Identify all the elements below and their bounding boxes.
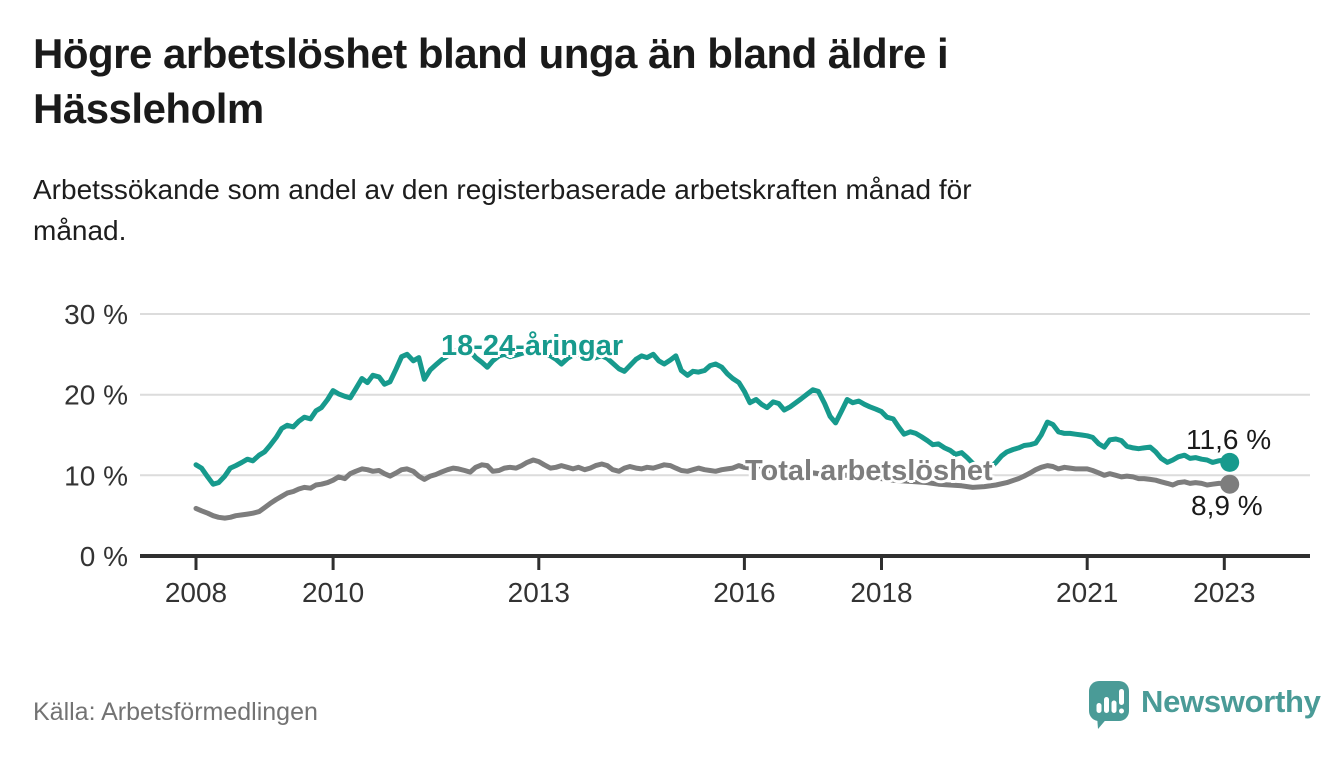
y-tick-label: 0 % xyxy=(80,541,128,572)
chart-subtitle-line1: Arbetssökande som andel av den registerb… xyxy=(33,174,972,205)
page-title-line1: Högre arbetslöshet bland unga än bland ä… xyxy=(33,30,949,77)
x-tick-label: 2016 xyxy=(713,577,775,608)
y-tick-label: 30 % xyxy=(64,299,128,330)
line-chart-plot: 2008 2010 2013 2016 2018 2021 2023 0 % 10 % 20 % 3… xyxy=(64,299,1310,608)
x-tick-label: 2008 xyxy=(165,577,227,608)
chart-subtitle: Arbetssökande som andel av den registerb… xyxy=(33,169,1253,251)
x-tick-label: 2021 xyxy=(1056,577,1118,608)
newsworthy-logo: Newsworthy xyxy=(1088,680,1321,730)
series-label-youth: 18-24-åringar xyxy=(441,330,624,362)
series-label-total: Total arbetslöshet xyxy=(745,455,993,487)
newsworthy-logo-text: Newsworthy xyxy=(1141,684,1321,719)
y-tick-label: 10 % xyxy=(64,460,128,491)
chart-header: Högre arbetslöshet bland unga än bland ä… xyxy=(0,26,1340,251)
end-value-label-youth: 11,6 % xyxy=(1186,424,1272,455)
series-end-dot-18-24-ringar xyxy=(1220,452,1240,472)
end-value-label-total: 8,9 % xyxy=(1191,490,1263,521)
x-tick-label: 2010 xyxy=(302,577,364,608)
newsworthy-logo-icon xyxy=(1089,681,1129,729)
x-tick-label: 2013 xyxy=(508,577,570,608)
series-end-dot-total-arbetsl-shet xyxy=(1220,474,1240,494)
series-line-total-arbetsl-shet xyxy=(193,457,1233,521)
source-note: Källa: Arbetsförmedlingen xyxy=(33,698,318,726)
chart-subtitle-line2: månad. xyxy=(33,215,127,246)
x-tick-label: 2023 xyxy=(1193,577,1255,608)
page-title: Högre arbetslöshet bland unga än bland ä… xyxy=(33,26,1253,136)
series-line-18-24-ringar xyxy=(193,345,1233,487)
page-title-line2: Hässleholm xyxy=(33,85,264,132)
y-tick-label: 20 % xyxy=(64,380,128,411)
x-tick-label: 2018 xyxy=(850,577,912,608)
